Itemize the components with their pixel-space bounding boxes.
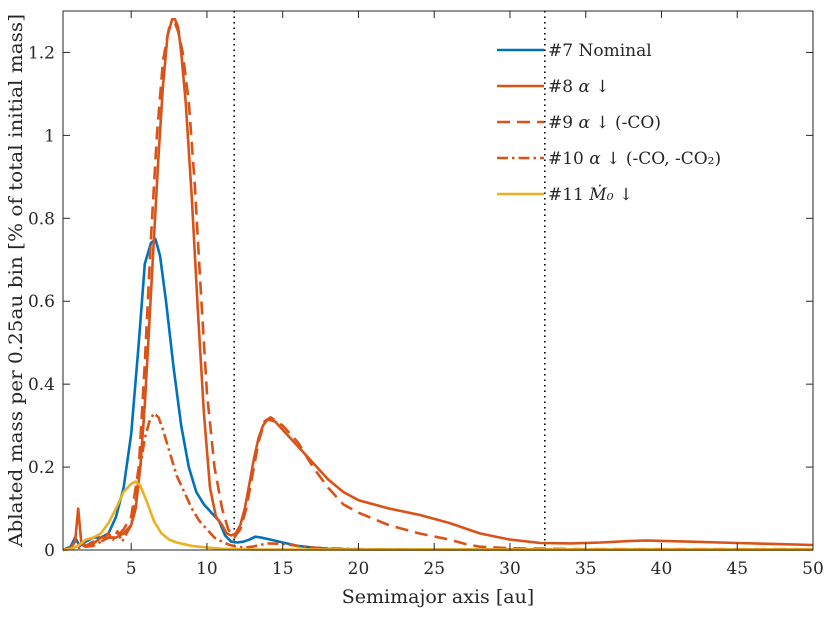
- legend-label-symbol: α: [589, 149, 601, 169]
- y-tick-label: 1: [44, 126, 55, 146]
- legend-label-symbol: α: [578, 113, 590, 133]
- x-axis-label: Semimajor axis [au]: [342, 586, 534, 608]
- x-tick-label: 45: [726, 559, 748, 579]
- x-tick-label: 15: [272, 559, 294, 579]
- legend-label-4: #10 α ↓ (-CO, -CO₂): [548, 149, 721, 169]
- x-axis-ticks: 5 10 15 20 25 30 35 40 45 50: [126, 11, 824, 579]
- legend-label-part: ↓ (-CO, -CO₂): [601, 149, 721, 169]
- y-tick-label: 1.2: [28, 43, 55, 63]
- y-tick-label: 0.4: [28, 375, 55, 395]
- y-tick-label: 0: [44, 541, 55, 561]
- legend-label-symbol: α: [578, 77, 590, 97]
- axes-box: [62, 10, 814, 551]
- y-axis-label: Ablated mass per 0.25au bin [% of total …: [5, 14, 27, 548]
- x-tick-label: 25: [423, 559, 445, 579]
- legend-label-part: #9: [548, 113, 578, 133]
- y-tick-label: 0.6: [28, 292, 55, 312]
- x-tick-label: 5: [126, 559, 137, 579]
- x-tick-label: 30: [499, 559, 521, 579]
- legend-label-part: #10: [548, 149, 589, 169]
- legend-label-part: ↓: [590, 77, 610, 97]
- x-tick-label: 20: [348, 559, 370, 579]
- x-tick-label: 40: [651, 559, 673, 579]
- legend-label-1: #7 Nominal: [548, 41, 652, 61]
- legend-label-symbol: Ṁ₀: [588, 184, 613, 205]
- legend-label-part: ↓: [614, 185, 634, 205]
- series-line-3: [62, 22, 813, 552]
- y-axis-ticks: 0 0.2 0.4 0.6 0.8 1 1.2: [28, 43, 813, 561]
- legend: #7 Nominal#8 α ↓#9 α ↓ (-CO)#10 α ↓ (-CO…: [497, 41, 721, 205]
- y-tick-label: 0.2: [28, 458, 55, 478]
- legend-label-part: #11: [548, 185, 589, 205]
- legend-label-part: ↓ (-CO): [590, 113, 661, 133]
- legend-label-part: #7 Nominal: [548, 41, 652, 61]
- legend-label-5: #11 Ṁ₀ ↓: [548, 184, 633, 205]
- series-line-2: [62, 17, 814, 552]
- series-line-4: [62, 411, 813, 552]
- y-tick-label: 0.8: [28, 209, 55, 229]
- x-tick-label: 35: [575, 559, 597, 579]
- legend-label-3: #9 α ↓ (-CO): [548, 113, 661, 133]
- plot-lines: [62, 17, 814, 552]
- legend-label-2: #8 α ↓: [548, 77, 610, 97]
- x-tick-label: 50: [802, 559, 824, 579]
- x-tick-label: 10: [196, 559, 218, 579]
- legend-label-part: #8: [548, 77, 578, 97]
- reference-lines: [233, 11, 546, 550]
